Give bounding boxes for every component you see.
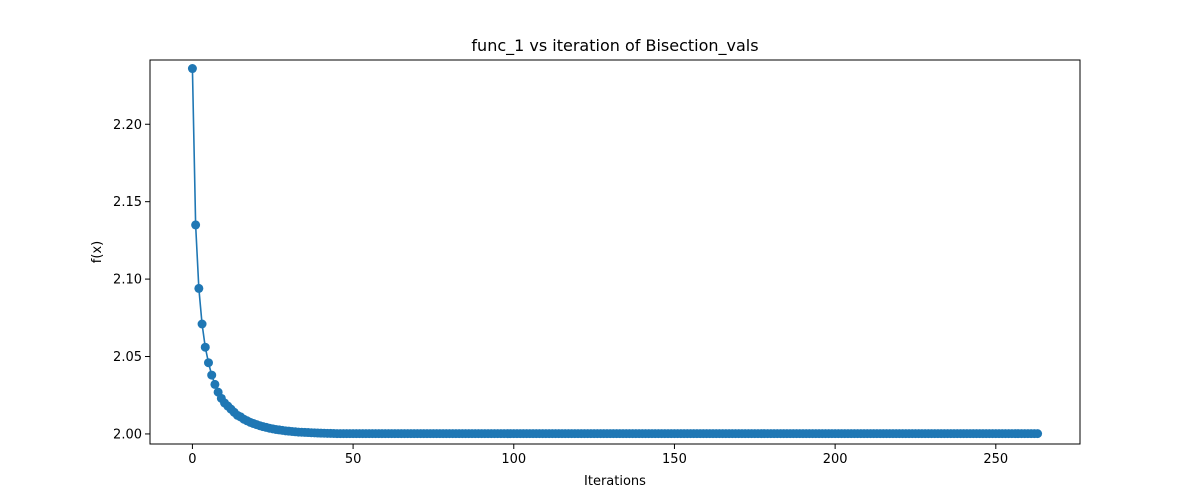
- x-axis-label: Iterations: [584, 474, 646, 489]
- x-tick-label: 200: [823, 452, 848, 467]
- x-tick-label: 0: [188, 452, 196, 467]
- data-point: [197, 319, 207, 329]
- x-axis-ticks: 0 50 100 150 200 250: [188, 444, 1008, 467]
- data-point: [200, 342, 210, 352]
- y-tick-label: 2.20: [113, 118, 142, 133]
- y-tick-label: 2.10: [113, 273, 142, 288]
- data-point: [1033, 429, 1043, 439]
- y-axis-ticks: 2.00 2.05 2.10 2.15 2.20: [113, 118, 150, 442]
- y-axis-label: f(x): [90, 241, 105, 263]
- x-tick-label: 250: [983, 452, 1008, 467]
- chart-title: func_1 vs iteration of Bisection_vals: [471, 36, 758, 56]
- data-point: [191, 220, 201, 230]
- x-tick-label: 150: [662, 452, 687, 467]
- y-tick-label: 2.00: [113, 427, 142, 442]
- x-tick-label: 50: [345, 452, 362, 467]
- y-tick-label: 2.05: [113, 350, 142, 365]
- data-point: [210, 379, 220, 389]
- data-layer: [187, 64, 1043, 439]
- y-tick-label: 2.15: [113, 195, 142, 210]
- x-tick-label: 100: [501, 452, 526, 467]
- data-point: [207, 370, 217, 380]
- data-point: [187, 64, 197, 74]
- data-point: [194, 283, 204, 293]
- plot-frame: [149, 59, 1081, 445]
- data-point: [203, 358, 213, 368]
